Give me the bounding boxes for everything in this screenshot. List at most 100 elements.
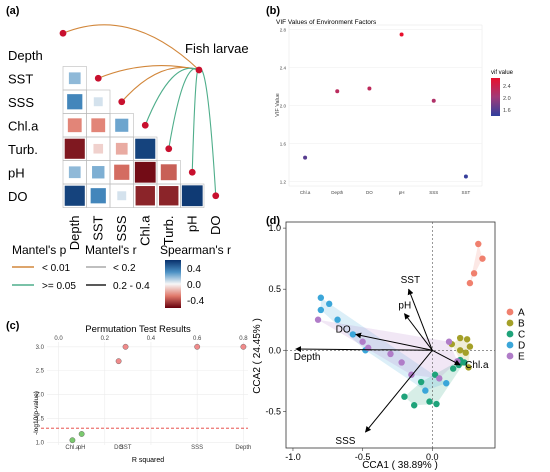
cca-y-label: CCA2 ( 24.45% ) [252, 318, 263, 394]
heatmap-cell [134, 161, 156, 183]
spearman-title: Spearman's r [160, 243, 231, 257]
group-hull-d [320, 297, 447, 391]
heatmap-cell [135, 138, 156, 159]
cca-legend-label-c: C [518, 330, 525, 341]
vif-x-tick-3: DO [366, 190, 373, 195]
cca-point-d [422, 387, 429, 394]
mantel-link-turb [168, 68, 200, 149]
heatmap-cell-frame [180, 183, 205, 208]
vif-point-ph [399, 32, 404, 37]
mantel-p-item-1: < 0.01 [42, 263, 71, 274]
row-label-depth: Depth [8, 48, 43, 63]
perm-point-do [115, 358, 122, 365]
heatmap-cell [93, 97, 103, 107]
row-label-sst: SST [8, 71, 33, 86]
row-label-sss: SSS [8, 95, 34, 110]
cca-point-c [410, 402, 418, 409]
cca-legend-label-a: A [518, 308, 525, 319]
env-arrow-chla [432, 349, 461, 366]
panel-b-vif-chart: (b) VIF Values of Environment Factors 1.… [266, 5, 514, 195]
vif-point-depth [335, 89, 340, 94]
env-arrow-sss [365, 349, 433, 433]
cca-point-e [314, 316, 322, 323]
cca-plot-frame [285, 221, 496, 449]
perm-y-tick-3: 2.0 [36, 393, 45, 399]
env-arrow-label-chla: Chl.a [465, 360, 489, 371]
env-arrow-label-depth: Depth [294, 352, 321, 363]
vif-x-tick-4: pH [399, 190, 405, 195]
vif-y-tick-2: 1.6 [280, 141, 287, 146]
mantel-node-depth [59, 29, 67, 37]
cca-point-d [317, 306, 325, 314]
mantel-link-ph [191, 68, 200, 173]
mantel-node-sss [118, 98, 126, 106]
perm-point-sst [122, 343, 129, 350]
vif-legend-title: vif value [491, 70, 514, 76]
perm-x-tick-1: 0.0 [54, 336, 63, 342]
col-label-turb: Turb. [161, 216, 176, 246]
vif-point-sss [431, 98, 436, 103]
vif-y-label: VIF Value [275, 93, 281, 117]
cca-x-label: CCA1 ( 38.89% ) [362, 460, 438, 471]
cca-point-e [387, 350, 394, 358]
spearman-colorbar [165, 260, 181, 308]
panel-label-a: (a) [6, 5, 20, 17]
fish-larvae-node [195, 66, 203, 74]
heatmap-cell [92, 166, 105, 179]
env-arrow-sst [407, 288, 433, 351]
cca-point-d [325, 300, 333, 308]
cca-point-a [470, 270, 478, 277]
heatmap-cell [67, 94, 83, 110]
perm-y-tick-1: 1.0 [36, 441, 45, 447]
heatmap-cell [115, 142, 128, 155]
vif-point-do [367, 86, 372, 91]
perm-y-tick-5: 3.0 [36, 345, 45, 351]
cca-point-a [479, 255, 486, 262]
spearman-tick-3: -0.4 [187, 296, 205, 307]
cca-legend-swatch-b [506, 319, 514, 327]
cca-point-c [433, 400, 440, 408]
mantel-r-item-1: < 0.2 [113, 263, 136, 274]
mantel-node-chla [141, 121, 149, 129]
heatmap-cell [90, 188, 106, 204]
perm-point-label-ph: pH [78, 445, 86, 451]
row-label-do: DO [8, 189, 28, 204]
perm-title: Permutation Test Results [85, 324, 191, 335]
heatmap-cell [68, 72, 81, 85]
heatmap-cell [64, 185, 85, 206]
env-arrow-depth [295, 346, 433, 353]
panel-a-mantel-heatmap: (a) Depth SST SSS Chl.a Turb. pH DO Depth SST SS… [6, 5, 249, 250]
fish-larvae-label: Fish larvae [185, 41, 249, 56]
cca-point-b [463, 336, 471, 343]
col-label-sst: SST [90, 215, 105, 240]
row-label-ph: pH [8, 165, 25, 180]
mantel-p-item-2: >= 0.05 [42, 281, 76, 292]
vif-x-tick-1: Chl.a [300, 190, 311, 195]
cca-point-d [334, 316, 341, 323]
panel-d-cca-biplot: (d) -1.0 -0.5 0.0 -0.5 0.0 0.5 1.0 SST pH DO Depth… [252, 215, 525, 471]
cca-point-c [431, 371, 439, 378]
heatmap-cell [117, 191, 127, 201]
cca-legend-label-b: B [518, 319, 525, 330]
vif-y-tick-4: 2.4 [280, 66, 287, 71]
vif-point-chla [303, 155, 308, 160]
vif-x-tick-6: SST [462, 190, 471, 195]
spearman-tick-1: 0.4 [187, 264, 201, 275]
vif-legend-tick-3: 1.6 [503, 108, 511, 114]
heatmap-cell [64, 138, 85, 159]
col-label-ph: pH [184, 216, 199, 233]
cca-point-c [417, 378, 425, 386]
cca-point-c [450, 365, 457, 372]
perm-y-tick-2: 1.5 [36, 417, 45, 423]
cca-y-tick-4: 1.0 [268, 223, 281, 233]
perm-x-tick-4: 0.6 [193, 336, 202, 342]
col-label-chla: Chl.a [137, 215, 152, 246]
spearman-tick-2: 0.0 [187, 280, 201, 291]
heatmap-cell [68, 166, 81, 179]
cca-x-tick-2: -0.5 [355, 452, 371, 462]
vif-y-tick-1: 1.2 [280, 179, 287, 184]
vif-point-sst [463, 174, 468, 179]
heatmap-cell [159, 186, 179, 206]
cca-legend-swatch-d [506, 341, 514, 349]
cca-point-e [359, 338, 366, 345]
